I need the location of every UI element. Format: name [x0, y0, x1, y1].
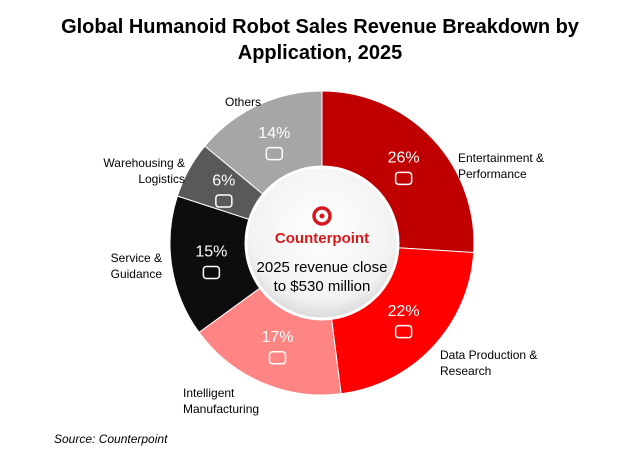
value-label: 6% [212, 172, 235, 189]
category-label: Intelligent Manufacturing [183, 386, 260, 416]
segment-icon [394, 324, 413, 339]
center-brand: Counterpoint [274, 230, 370, 247]
center-disc [244, 165, 400, 321]
segment-icon [202, 265, 221, 280]
category-label: Data Production & Research [440, 348, 538, 378]
brand-logo [312, 206, 332, 226]
center-text: 2025 revenue close to $530 million [256, 259, 388, 295]
value-label: 14% [258, 125, 290, 142]
category-label: Service & Guidance [110, 251, 162, 281]
segment-icon [394, 171, 413, 186]
category-label: Others [224, 95, 261, 109]
category-label: Entertainment & Performance [458, 151, 545, 181]
source-note: Source: Counterpoint [54, 432, 168, 446]
segment-icon [268, 351, 287, 365]
value-label: 22% [388, 303, 420, 320]
value-label: 17% [262, 329, 294, 346]
category-label: Warehousing & Logistics [103, 156, 185, 186]
segment-icon [215, 194, 233, 208]
value-label: 26% [388, 150, 420, 167]
chart-title: Global Humanoid Robot Sales Revenue Brea… [61, 16, 579, 64]
segment-icon [265, 146, 284, 161]
value-label: 15% [195, 244, 227, 261]
